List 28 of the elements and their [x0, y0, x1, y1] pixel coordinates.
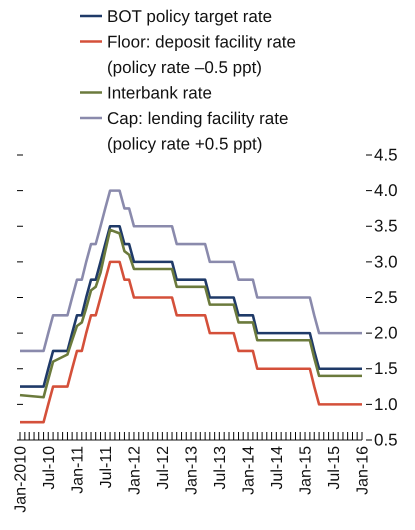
- line-series: [18, 189, 364, 352]
- y-tick-label: 4.5: [374, 145, 398, 164]
- x-tick-label: Jan-13: [184, 446, 201, 495]
- x-tick-label: Jan-2010: [12, 446, 30, 513]
- legend-label: BOT policy target rate: [107, 6, 272, 26]
- x-tick-label: Jan-14: [240, 446, 258, 495]
- y-tick-label: 3.0: [374, 252, 398, 272]
- y-tick-label: 1.5: [374, 359, 398, 378]
- x-tick-label: Jul-14: [268, 446, 286, 490]
- y-tick-label: 2.5: [374, 288, 398, 307]
- y-tick-label: 2.0: [374, 324, 398, 343]
- x-tick-label: Jul-10: [40, 446, 58, 490]
- x-tick-label: Jan-15: [298, 446, 315, 495]
- x-tick-label: Jul-12: [154, 446, 172, 490]
- x-tick-label: Jul-11: [98, 446, 115, 488]
- line-series: [18, 260, 364, 424]
- legend-label: Cap: lending facility rate (policy rate +0.5 ppt): [107, 108, 288, 154]
- x-tick-label: Jan-16: [354, 446, 372, 495]
- y-tick-label: 0.5: [374, 430, 398, 450]
- x-tick-label: Jan-12: [126, 446, 144, 495]
- x-tick-label: Jul-13: [212, 446, 229, 490]
- y-tick-label: 4.0: [374, 181, 398, 200]
- y-tick-label: 1.0: [374, 394, 398, 414]
- legend-label: Interbank rate: [107, 83, 212, 102]
- x-tick-label: Jul-15: [326, 446, 343, 490]
- y-tick-label: 3.5: [374, 216, 398, 236]
- legend-label: Floor: deposit facility rate (policy rate –0.5 ppt): [107, 32, 296, 77]
- x-tick-label: Jan-11: [70, 446, 87, 494]
